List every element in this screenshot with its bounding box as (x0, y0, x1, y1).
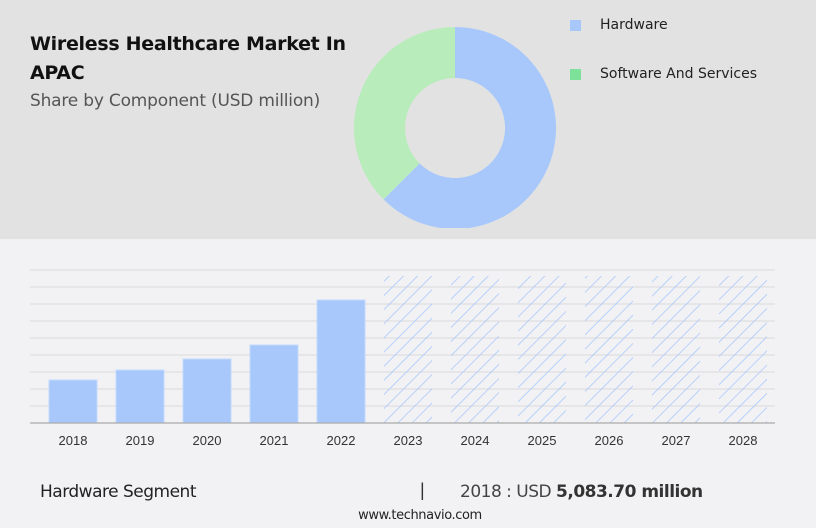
x-tick-label: 2025 (527, 433, 557, 448)
x-tick-label: 2018 (58, 433, 88, 448)
donut-slice-hardware[interactable] (383, 27, 556, 229)
bar-2027[interactable] (652, 276, 700, 423)
donut-slice-software-and-services[interactable] (353, 27, 455, 200)
x-tick-label: 2023 (393, 433, 423, 448)
donut-chart (353, 27, 556, 229)
bar-2020[interactable] (182, 358, 232, 424)
x-tick-label: 2028 (728, 433, 758, 448)
legend-item-software-and-services[interactable]: Software And Services (570, 66, 757, 82)
legend-item-hardware[interactable]: Hardware (570, 17, 668, 33)
footer-separator: | (420, 480, 425, 500)
bars (48, 276, 767, 424)
bar-2025[interactable] (518, 276, 566, 423)
bar-2023[interactable] (384, 276, 432, 423)
legend-swatch-software (570, 69, 581, 80)
legend-swatch-hardware (570, 20, 581, 31)
bar-2018[interactable] (48, 379, 98, 424)
x-tick-label: 2020 (192, 433, 222, 448)
bar-2021[interactable] (249, 344, 299, 424)
bar-2024[interactable] (451, 276, 499, 423)
bar-chart (30, 269, 775, 424)
x-tick-label: 2027 (661, 433, 691, 448)
segment-value-amount: 5,083.70 million (556, 482, 703, 502)
legend-label: Software And Services (600, 66, 757, 82)
source-link[interactable]: www.technavio.com (358, 508, 482, 523)
segment-year-prefix: 2018 : USD (460, 482, 557, 502)
bar-2026[interactable] (585, 276, 633, 423)
x-tick-label: 2022 (326, 433, 356, 448)
segment-value: 2018 : USD 5,083.70 million (460, 482, 703, 502)
x-tick-label: 2021 (259, 433, 289, 448)
segment-label: Hardware Segment (40, 482, 196, 502)
chart-subtitle: Share by Component (USD million) (30, 91, 321, 111)
x-tick-label: 2019 (125, 433, 155, 448)
chart-title: Wireless Healthcare Market In APAC (30, 33, 346, 84)
bar-2028[interactable] (719, 276, 767, 423)
bar-2019[interactable] (115, 369, 165, 424)
x-tick-label: 2024 (460, 433, 490, 448)
bar-2022[interactable] (316, 299, 366, 424)
x-tick-label: 2026 (594, 433, 624, 448)
legend-label: Hardware (600, 17, 668, 33)
